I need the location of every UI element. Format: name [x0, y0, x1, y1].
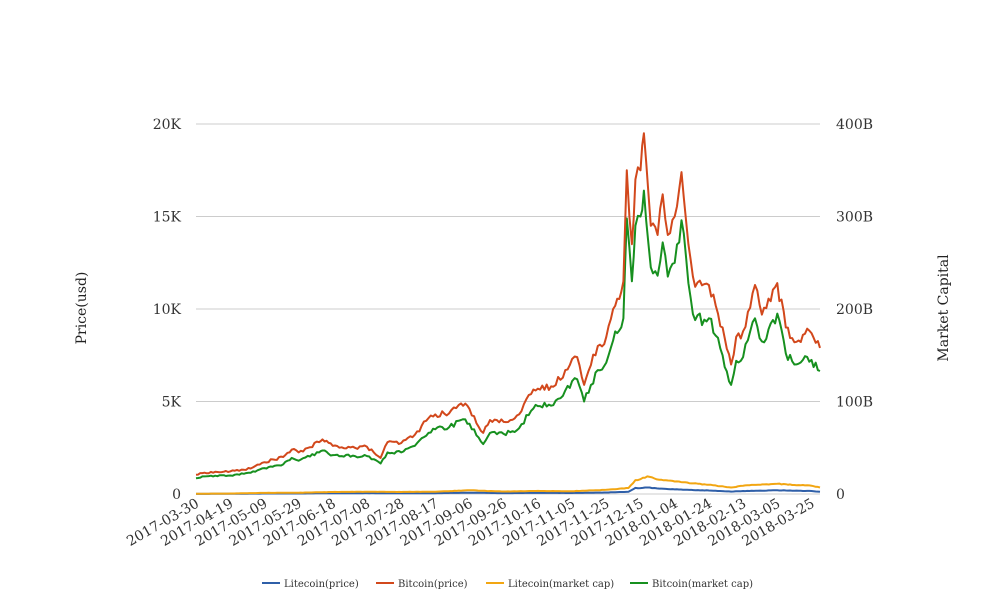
- y-left-tick-labels: 0 5K 10K 15K 20K: [153, 117, 182, 503]
- y-left-tick-label: 15K: [153, 210, 182, 226]
- y-left-tick-label: 20K: [153, 117, 182, 133]
- series-line-3: [195, 189, 821, 480]
- legend-label: Litecoin(market cap): [508, 579, 614, 590]
- series-lines: [195, 132, 821, 495]
- y-left-tick-label: 0: [172, 487, 181, 503]
- y-right-tick-label: 200B: [836, 302, 873, 318]
- y-right-tick-labels: 0 100B 200B 300B 400B: [836, 117, 873, 503]
- grid-lines: [196, 123, 820, 495]
- legend-label: Litecoin(price): [284, 579, 359, 590]
- x-tick-labels: 2017-03-302017-04-192017-05-092017-05-29…: [124, 496, 817, 550]
- y-right-tick-label: 0: [836, 487, 845, 503]
- legend-item[interactable]: Bitcoin(price): [376, 579, 468, 590]
- legend-item[interactable]: Litecoin(market cap): [486, 579, 614, 590]
- y-left-axis-title: Price(usd): [74, 272, 90, 345]
- legend-label: Bitcoin(market cap): [652, 579, 753, 590]
- legend-item[interactable]: Bitcoin(market cap): [630, 579, 753, 590]
- y-right-tick-label: 400B: [836, 117, 873, 133]
- y-right-tick-label: 300B: [836, 210, 873, 226]
- series-line-1: [195, 132, 821, 476]
- legend-item[interactable]: Litecoin(price): [262, 579, 359, 590]
- series-line-2: [196, 475, 821, 495]
- y-left-tick-label: 5K: [162, 395, 182, 411]
- y-right-tick-label: 100B: [836, 395, 873, 411]
- legend: Litecoin(price) Bitcoin(price) Litecoin(ma…: [262, 579, 753, 590]
- y-left-tick-label: 10K: [153, 302, 182, 318]
- legend-label: Bitcoin(price): [398, 579, 468, 590]
- y-right-axis-title: Market Capital: [936, 254, 952, 362]
